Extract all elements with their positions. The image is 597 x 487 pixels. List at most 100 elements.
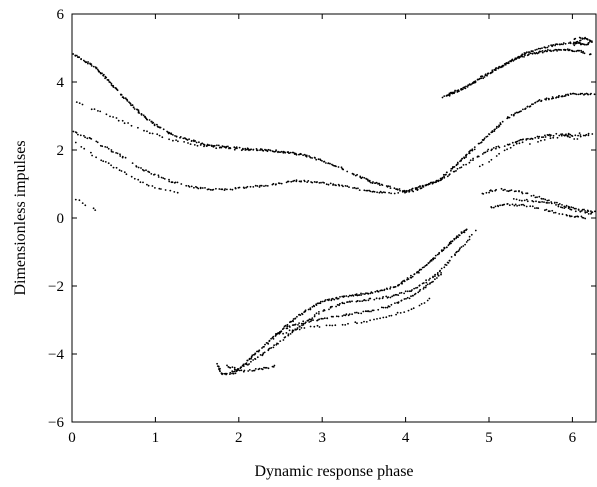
scatter-point	[541, 201, 543, 203]
scatter-point	[188, 138, 191, 141]
scatter-point	[526, 51, 528, 54]
scatter-point	[418, 284, 421, 287]
scatter-point	[550, 50, 552, 53]
scatter-point	[348, 294, 351, 297]
scatter-point	[228, 147, 230, 150]
scatter-point	[561, 95, 564, 98]
scatter-point	[456, 161, 459, 164]
x-tick-label: 6	[569, 430, 577, 446]
scatter-point	[508, 143, 511, 146]
scatter-point	[302, 324, 305, 326]
scatter-point	[264, 366, 267, 369]
scatter-point	[456, 167, 459, 170]
scatter-point	[434, 275, 436, 277]
scatter-point	[420, 268, 423, 271]
scatter-point	[278, 332, 281, 335]
scatter-point	[525, 205, 528, 208]
scatter-point	[247, 370, 250, 372]
scatter-point	[508, 116, 511, 119]
scatter-point	[495, 67, 498, 69]
scatter-point	[580, 51, 583, 53]
scatter-point	[588, 39, 591, 41]
scatter-point	[430, 259, 433, 261]
scatter-point	[363, 189, 366, 192]
scatter-point	[344, 185, 347, 187]
scatter-point	[135, 165, 138, 168]
scatter-point	[564, 49, 567, 52]
scatter-point	[545, 97, 548, 100]
scatter-point	[463, 229, 466, 232]
scatter-point	[377, 290, 380, 293]
scatter-point	[406, 189, 408, 192]
scatter-point	[545, 208, 548, 211]
scatter-point	[252, 149, 255, 151]
scatter-point	[551, 209, 554, 212]
scatter-point	[244, 147, 247, 150]
scatter-point	[569, 136, 571, 139]
scatter-point	[424, 286, 427, 289]
scatter-point	[341, 315, 344, 317]
scatter-point	[245, 186, 248, 189]
scatter-point	[287, 334, 290, 337]
scatter-point	[339, 302, 341, 305]
scatter-point	[437, 274, 440, 277]
scatter-point	[411, 275, 414, 278]
scatter-point	[594, 210, 596, 213]
scatter-point	[364, 310, 367, 313]
scatter-point	[231, 366, 234, 368]
scatter-point	[419, 268, 421, 271]
scatter-point	[454, 89, 456, 92]
scatter-point	[289, 151, 292, 154]
scatter-point	[314, 157, 316, 159]
scatter-point	[561, 204, 563, 206]
scatter-point	[357, 187, 359, 190]
scatter-point	[119, 155, 122, 157]
scatter-point	[450, 240, 452, 243]
scatter-point	[373, 190, 376, 193]
scatter-point	[305, 154, 308, 157]
scatter-point	[367, 179, 369, 182]
scatter-point	[582, 51, 584, 54]
scatter-point	[463, 231, 466, 234]
scatter-point	[542, 136, 545, 139]
scatter-point	[456, 250, 458, 253]
y-tick-label: −4	[48, 347, 64, 363]
scatter-point	[568, 48, 571, 51]
scatter-point	[244, 149, 247, 151]
scatter-point	[144, 117, 147, 119]
scatter-point	[176, 181, 179, 184]
scatter-point	[585, 133, 588, 136]
scatter-point	[423, 286, 425, 289]
scatter-point	[410, 308, 413, 311]
scatter-point	[323, 309, 326, 312]
scatter-point	[581, 37, 584, 40]
scatter-point	[425, 281, 428, 284]
scatter-point	[560, 43, 563, 46]
scatter-point	[92, 65, 95, 68]
scatter-point	[412, 190, 415, 193]
scatter-point	[382, 306, 385, 309]
scatter-point	[583, 52, 586, 55]
scatter-point	[477, 142, 480, 145]
scatter-point	[546, 202, 549, 204]
scatter-point	[75, 101, 78, 103]
scatter-point	[343, 302, 346, 305]
scatter-point	[522, 203, 524, 206]
x-axis-title: Dynamic response phase	[254, 463, 413, 480]
scatter-point	[458, 234, 461, 237]
scatter-point	[554, 201, 556, 204]
scatter-point	[465, 156, 467, 159]
scatter-point	[428, 183, 431, 185]
scatter-point	[72, 53, 75, 55]
scatter-point	[422, 282, 425, 284]
scatter-point	[96, 141, 99, 144]
scatter-point	[351, 300, 353, 303]
scatter-point	[524, 54, 526, 57]
scatter-point	[387, 185, 390, 188]
scatter-point	[275, 183, 277, 186]
scatter-point	[548, 202, 550, 204]
scatter-point	[557, 205, 560, 208]
scatter-point	[587, 210, 590, 213]
scatter-point	[385, 295, 388, 298]
scatter-point	[502, 189, 505, 192]
